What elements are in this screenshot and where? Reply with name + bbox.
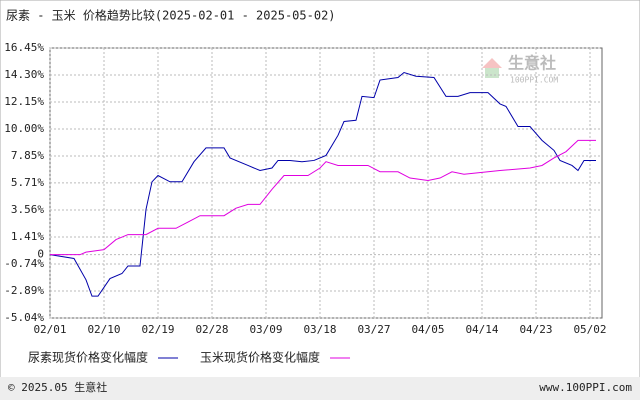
x-tick-label: 03/09 — [249, 323, 282, 336]
chart-title: 尿素 - 玉米 价格趋势比较(2025-02-01 - 2025-05-02) — [6, 8, 336, 23]
y-tick-label: -5.04% — [4, 311, 44, 324]
y-tick-label: 0 — [37, 248, 44, 261]
x-tick-label: 05/02 — [573, 323, 606, 336]
y-tick-label: 16.45% — [4, 41, 44, 54]
x-tick-label: 02/10 — [87, 323, 120, 336]
legend-label: 尿素现货价格变化幅度 — [28, 350, 148, 365]
x-tick-label: 03/18 — [303, 323, 336, 336]
x-tick-label: 02/01 — [33, 323, 66, 336]
watermark-sub: 100PPI.COM — [510, 76, 558, 85]
y-tick-label: 12.15% — [4, 95, 44, 108]
x-tick-label: 04/14 — [465, 323, 498, 336]
y-tick-label: 3.56% — [11, 203, 44, 216]
legend-label: 玉米现货价格变化幅度 — [200, 350, 320, 365]
y-tick-label: 10.00% — [4, 122, 44, 135]
x-tick-label: 04/23 — [519, 323, 552, 336]
y-tick-label: -0.74% — [4, 257, 44, 270]
footer-left: © 2025.05 生意社 — [8, 380, 107, 394]
series-line — [49, 71, 596, 297]
footer-right: www.100PPI.com — [539, 381, 632, 394]
footer-band — [0, 377, 640, 400]
x-tick-label: 04/05 — [411, 323, 444, 336]
y-tick-label: -2.89% — [4, 284, 44, 297]
x-tick-label: 02/19 — [141, 323, 174, 336]
y-tick-label: 5.71% — [11, 176, 44, 189]
logo-body — [485, 68, 499, 78]
y-tick-label: 14.30% — [4, 68, 44, 81]
x-tick-label: 03/27 — [357, 323, 390, 336]
y-tick-label: 7.85% — [11, 149, 44, 162]
watermark: 生意社 — [508, 54, 556, 73]
y-tick-label: 1.41% — [11, 230, 44, 243]
watermark-logo — [482, 58, 502, 78]
series-line — [50, 139, 596, 256]
logo-roof — [482, 58, 502, 68]
x-tick-label: 02/28 — [195, 323, 228, 336]
